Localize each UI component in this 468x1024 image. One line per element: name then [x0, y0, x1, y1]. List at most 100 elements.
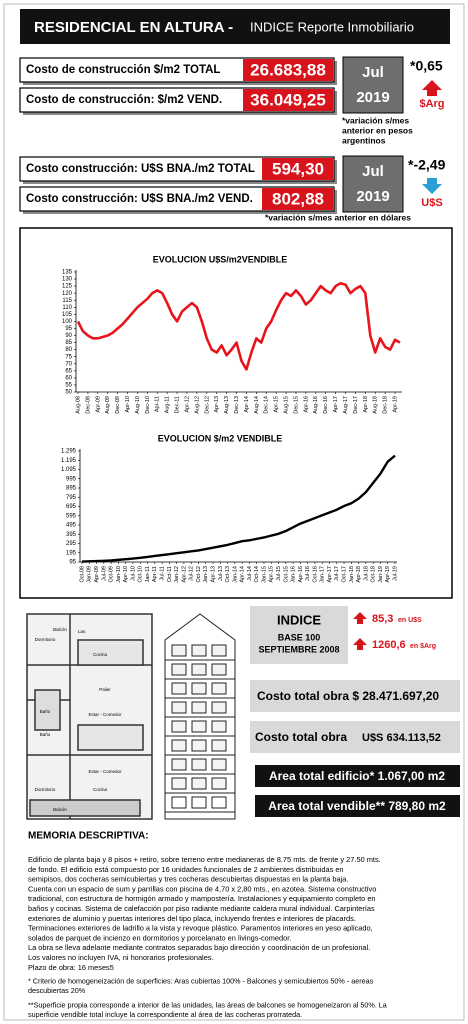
window — [191, 758, 207, 771]
window — [191, 796, 207, 809]
x-tick-label: Jul-15 — [276, 566, 282, 581]
cost-value: 26.683,88 — [250, 60, 326, 79]
x-tick-label: Jan-11 — [145, 566, 151, 582]
y-tick-label: 55 — [65, 383, 72, 389]
y-tick-label: 95 — [69, 560, 76, 566]
x-tick-label: Dec-18 — [383, 396, 389, 414]
y-tick-label: 120 — [62, 291, 73, 297]
window — [171, 663, 187, 676]
window — [211, 758, 227, 771]
x-tick-label: Jul-11 — [160, 566, 166, 581]
window — [171, 758, 187, 771]
x-tick-label: Dec-11 — [175, 396, 181, 413]
x-tick-label: Dec-10 — [145, 396, 151, 414]
y-tick-label: 135 — [62, 270, 73, 276]
y-tick-label: 85 — [65, 340, 72, 346]
room-label: Cocina — [93, 652, 108, 657]
note-line: superficie vendible total incluye la cor… — [28, 1010, 302, 1019]
window — [171, 796, 187, 809]
room-label: Dormitorio — [35, 787, 56, 792]
room-label: Baño — [40, 732, 51, 737]
window — [191, 682, 207, 695]
memoria-line: La obra se lleva adelante mediante contr… — [28, 943, 370, 952]
note-line: descubiertas 20% — [28, 986, 86, 995]
room-label: Balcón — [53, 627, 67, 632]
memoria-line: tradicional, con estructura de hormigón … — [28, 894, 376, 903]
window — [191, 739, 207, 752]
x-tick-label: Jul-13 — [218, 566, 224, 581]
memoria-line: semipisos, dos cocheras semicubiertas y … — [28, 875, 348, 884]
x-tick-label: Jan-13 — [203, 566, 209, 583]
window — [211, 682, 227, 695]
room-label: Balcón — [53, 807, 67, 812]
memoria-line: de fondo. El edificio está compuesto por… — [28, 865, 344, 874]
x-tick-label: Oct-15 — [283, 566, 289, 583]
month-box — [342, 56, 404, 114]
y-tick-label: 75 — [65, 354, 72, 360]
x-tick-label: Oct-11 — [167, 566, 173, 582]
y-tick-label: 395 — [66, 532, 77, 538]
x-tick-label: Aug-10 — [135, 396, 141, 414]
x-tick-label: Jan-10 — [116, 566, 122, 583]
x-tick-label: Jul-10 — [130, 566, 136, 581]
note: argentinos — [342, 135, 386, 145]
cost-label: Costo construcción: U$S BNA./m2 VEND. — [26, 193, 253, 205]
x-tick-label: Apr-09 — [95, 396, 101, 413]
y-tick-label: 495 — [66, 523, 77, 529]
cost-box — [250, 680, 460, 712]
x-tick-label: Jan-19 — [378, 566, 384, 583]
x-tick-label: Apr-16 — [298, 566, 304, 583]
indice-date: SEPTIEMBRE 2008 — [258, 644, 339, 654]
x-tick-label: Apr-19 — [385, 566, 391, 583]
change: *-2,49 — [408, 157, 446, 173]
x-tick-label: Oct-17 — [341, 566, 347, 583]
x-tick-label: Aug-18 — [373, 396, 379, 414]
x-tick-label: Dec-14 — [264, 396, 270, 414]
x-tick-label: Dec-16 — [323, 396, 329, 414]
x-tick-label: Oct-12 — [196, 566, 202, 583]
chart-title: EVOLUCION $/m2 VENDIBLE — [158, 433, 283, 443]
month: Jul — [362, 64, 384, 81]
y-tick-label: 995 — [66, 476, 77, 482]
currency: U$S — [421, 197, 442, 209]
x-tick-label: Apr-11 — [152, 566, 158, 582]
window — [211, 644, 227, 657]
room-label: Estar - Comedor — [88, 769, 122, 774]
memoria-line: Terminaciones exteriores de ladrillo a l… — [28, 924, 373, 933]
y-tick-label: 195 — [66, 550, 77, 556]
y-tick-label: 115 — [62, 298, 72, 304]
y-tick-label: 125 — [62, 284, 73, 290]
y-tick-label: 110 — [62, 305, 72, 311]
x-tick-label: Apr-15 — [269, 566, 275, 583]
year: 2019 — [356, 188, 389, 205]
change: *0,65 — [410, 58, 443, 74]
x-tick-label: Aug-15 — [284, 396, 290, 414]
memoria-line: solados de parquet de incienzo en dormit… — [28, 933, 291, 942]
x-tick-label: Jan-17 — [320, 566, 326, 583]
window — [171, 739, 187, 752]
note-line: * Criterio de homogeneización de superfi… — [28, 977, 374, 986]
x-tick-label: Aug-11 — [165, 396, 171, 413]
x-tick-label: Oct-08 — [79, 566, 85, 583]
room-label: Cocina — [93, 787, 108, 792]
x-tick-label: Dec-13 — [234, 396, 240, 414]
header-band — [20, 9, 450, 44]
total-usd: U$S 634.113,52 — [362, 732, 441, 744]
total-ars: Costo total obra $ 28.471.697,20 — [257, 689, 439, 703]
x-tick-label: Dec-17 — [353, 396, 359, 414]
x-tick-label: Oct-13 — [225, 566, 231, 583]
indice-usd-unit: en U$S — [398, 617, 422, 624]
x-tick-label: Apr-17 — [327, 566, 333, 583]
y-tick-label: 1.295 — [61, 449, 77, 455]
x-tick-label: Jan-14 — [232, 566, 238, 583]
year: 2019 — [356, 89, 389, 106]
x-tick-label: Dec-12 — [204, 396, 210, 414]
x-tick-label: Apr-14 — [244, 396, 250, 413]
y-tick-label: 1.195 — [61, 458, 77, 464]
y-tick-label: 70 — [65, 361, 72, 367]
y-tick-label: 100 — [62, 319, 73, 325]
window — [191, 701, 207, 714]
page-border — [3, 3, 465, 1021]
up-arrow — [422, 80, 442, 96]
y-tick-label: 60 — [65, 375, 72, 381]
